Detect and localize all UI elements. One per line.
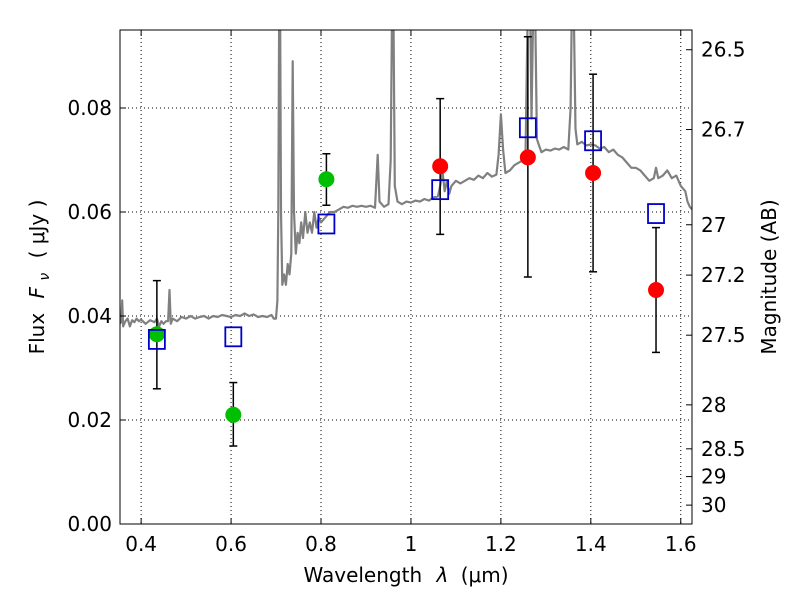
model-point [317, 213, 336, 235]
x-tick-label: 0.6 [215, 532, 247, 556]
y2-tick-label: 26.5 [701, 38, 746, 62]
x-axis-title: Wavelength λ (μm) [303, 563, 508, 587]
data-point [432, 158, 449, 175]
spectrum-layer [120, 30, 692, 328]
marker-layer [147, 117, 665, 423]
model-point [224, 326, 243, 348]
model-point [584, 130, 602, 152]
y-tick-label: 0.02 [67, 408, 112, 432]
model-point [431, 179, 450, 201]
data-point [225, 406, 242, 423]
x-tick-label: 1.6 [665, 532, 697, 556]
y-tick-label: 0.08 [67, 96, 112, 120]
y2-tick-label: 27.5 [701, 323, 746, 347]
y2-tick-label: 29 [701, 465, 726, 489]
y2-tick-label: 28.5 [701, 437, 746, 461]
plot-frame [119, 29, 693, 525]
y-axis-title-subscript: ν [37, 273, 53, 281]
data-point [585, 165, 602, 181]
data-point [148, 326, 165, 343]
y-tick-label: 0.00 [67, 512, 112, 536]
model-point [147, 328, 166, 350]
x-axis-title-text: Wavelength [303, 563, 422, 587]
x-tick-label: 0.8 [305, 532, 337, 556]
y2-tick-label: 30 [701, 493, 726, 517]
y-tick-label: 0.04 [67, 304, 112, 328]
errorbar-layer [152, 36, 661, 447]
y-axis-title-unit: ( μJy ) [25, 200, 49, 259]
y2-tick-label: 26.7 [701, 118, 746, 142]
x-axis-title-unit: (μm) [461, 563, 509, 587]
x-tick-label: 1 [405, 532, 418, 556]
x-tick-label: 0.4 [125, 532, 157, 556]
y-axis-title: Flux F ν ( μJy ) [25, 200, 54, 355]
model-point [647, 203, 665, 224]
y2-tick-label: 28 [701, 393, 726, 417]
y2-tick-label: 27 [701, 213, 726, 237]
data-point [519, 149, 536, 166]
y2-tick-label: 27.2 [701, 263, 746, 287]
y2-axis-title: Magnitude (AB) [757, 199, 781, 354]
data-point [648, 282, 665, 298]
x-axis-title-symbol: λ [436, 563, 449, 587]
data-point [318, 171, 335, 188]
y-axis-title-symbol: F [25, 286, 49, 298]
x-tick-label: 1.2 [485, 532, 517, 556]
spectrum-line [120, 30, 692, 328]
x-tick-label: 1.4 [575, 532, 607, 556]
ticks-layer: 0.4 0.6 0.8 1 1.2 1.4 1.6 0.00 0.02 0.04 0.06 0.08 2… [67, 30, 746, 556]
y-tick-label: 0.06 [67, 200, 112, 224]
grid-layer [120, 30, 692, 524]
y-axis-title-text: Flux [25, 313, 49, 355]
model-point [518, 117, 537, 139]
